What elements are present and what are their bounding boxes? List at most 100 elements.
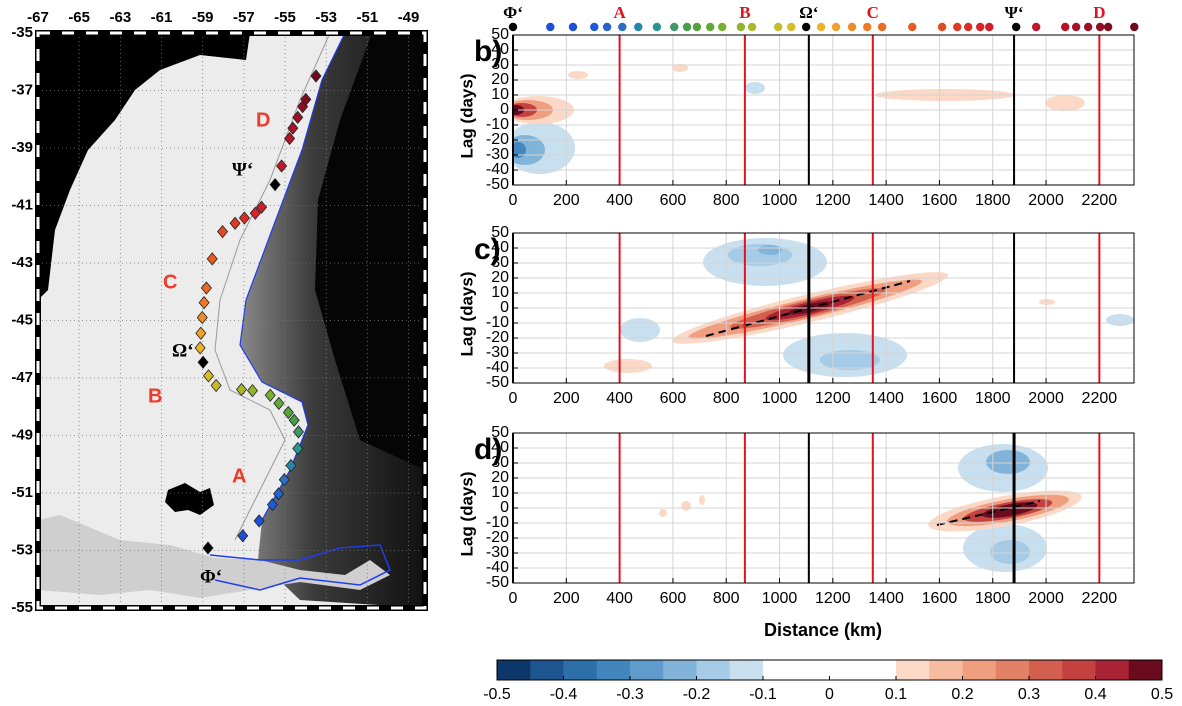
y-tick-label: -40 xyxy=(486,359,509,376)
x-tick-label: 0 xyxy=(509,390,518,407)
station-dot xyxy=(706,22,715,32)
fit-line xyxy=(936,500,1041,526)
x-tick-label: 200 xyxy=(553,192,580,209)
x-tick-label: 1600 xyxy=(922,192,958,209)
station-diamond xyxy=(276,159,288,173)
station-dot xyxy=(787,22,796,32)
station-dot xyxy=(847,22,857,32)
plot-frame xyxy=(512,34,1135,186)
colorbar-swatch xyxy=(729,660,764,680)
islands xyxy=(165,483,214,515)
site-label: C xyxy=(163,271,177,293)
contour xyxy=(604,359,652,373)
x-tick-label: 2000 xyxy=(1028,590,1064,607)
station-dot xyxy=(546,22,555,32)
contour xyxy=(699,495,705,505)
x-tick-label: 1800 xyxy=(975,390,1011,407)
y-tick-label: -10 xyxy=(486,314,509,331)
x-tick-label: 400 xyxy=(606,390,633,407)
station-diamond xyxy=(273,487,285,501)
isobath xyxy=(214,33,331,541)
x-tick-label: 2000 xyxy=(1028,390,1064,407)
station-dot xyxy=(1103,22,1113,32)
y-tick-label: 40 xyxy=(491,439,509,456)
station-dot xyxy=(1071,22,1081,32)
contour xyxy=(513,135,545,165)
station-diamond xyxy=(273,396,285,410)
x-tick-label: 2200 xyxy=(1082,390,1118,407)
lon-tick-label: -65 xyxy=(68,9,90,26)
station-dot xyxy=(747,22,757,32)
station-diamond xyxy=(310,69,322,83)
colorbar-swatch xyxy=(563,660,598,680)
y-tick-label: 40 xyxy=(491,41,509,58)
x-tick-label: 1600 xyxy=(922,390,958,407)
plot-frame xyxy=(512,432,1135,584)
lon-tick-label: -49 xyxy=(398,9,420,26)
contour xyxy=(990,540,1030,564)
y-tick-label: 30 xyxy=(491,56,509,73)
colorbar-swatch xyxy=(1128,660,1163,680)
x-tick-label: 1400 xyxy=(868,192,904,209)
colorbar-tick-label: -0.3 xyxy=(616,686,644,703)
y-tick-label: -50 xyxy=(486,574,509,591)
contour xyxy=(1039,299,1055,305)
point-label: Ψ‘ xyxy=(232,159,253,180)
lon-tick-label: -55 xyxy=(274,9,296,26)
y-tick-label: 0 xyxy=(500,299,509,316)
station-diamond xyxy=(195,326,207,340)
y-tick-label: -20 xyxy=(486,329,509,346)
contour xyxy=(745,82,765,94)
y-tick-label: 10 xyxy=(491,284,509,301)
contour xyxy=(672,64,688,72)
location-label: Φ‘ xyxy=(503,3,523,22)
station-diamond xyxy=(237,529,249,543)
contour xyxy=(1045,95,1085,111)
site-label: D xyxy=(256,109,270,131)
y-tick-label: 0 xyxy=(500,499,509,516)
contour xyxy=(681,501,691,511)
x-tick-label: 800 xyxy=(713,192,740,209)
station-diamond xyxy=(202,369,215,383)
panel: 0 200 400 600 800 1000 1200 1400 1600 1800 2000 220… xyxy=(457,26,1135,209)
colorbar-tick-label: 0.1 xyxy=(885,686,907,703)
site-label: A xyxy=(232,465,246,487)
station-diamond xyxy=(285,458,297,473)
y-tick-label: -30 xyxy=(486,344,509,361)
station-diamond xyxy=(269,177,281,192)
y-tick-label: 50 xyxy=(491,26,509,43)
colorbar-tick-label: 0.2 xyxy=(951,686,973,703)
station-diamond xyxy=(282,405,294,420)
y-tick-label: 50 xyxy=(491,424,509,441)
lat-tick-label: -49 xyxy=(11,426,33,443)
point-label: Φ‘ xyxy=(200,566,222,587)
station-dot xyxy=(652,22,662,32)
station-dot xyxy=(1095,22,1105,32)
station-dot xyxy=(602,22,612,32)
x-tick-label: 200 xyxy=(553,590,580,607)
x-tick-label: 600 xyxy=(660,192,687,209)
station-diamond xyxy=(288,413,300,427)
y-tick-label: -30 xyxy=(486,544,509,561)
tierra xyxy=(38,515,390,598)
location-label: D xyxy=(1093,3,1105,22)
station-diamond xyxy=(217,224,229,239)
station-diamond xyxy=(198,295,210,310)
lon-tick-label: -63 xyxy=(109,9,131,26)
y-axis-label: Lag (days) xyxy=(457,271,476,356)
colorbar-swatch xyxy=(1062,660,1096,680)
station-dot xyxy=(908,22,917,32)
x-tick-label: 1000 xyxy=(762,590,798,607)
y-tick-label: 0 xyxy=(500,101,509,118)
lon-tick-label: -67 xyxy=(27,9,49,26)
colorbar-swatch xyxy=(829,660,864,680)
contours xyxy=(659,444,1082,572)
lat-tick-label: -45 xyxy=(11,311,33,328)
colorbar-swatch xyxy=(630,660,664,680)
x-tick-label: 1200 xyxy=(815,590,851,607)
station-dot xyxy=(590,22,599,32)
y-tick-label: 50 xyxy=(491,224,509,241)
x-tick-label: 2200 xyxy=(1082,192,1118,209)
panel: 0 200 400 600 800 1000 1200 1400 1600 1800 2000 220… xyxy=(457,424,1135,607)
lat-tick-label: -39 xyxy=(11,139,33,156)
